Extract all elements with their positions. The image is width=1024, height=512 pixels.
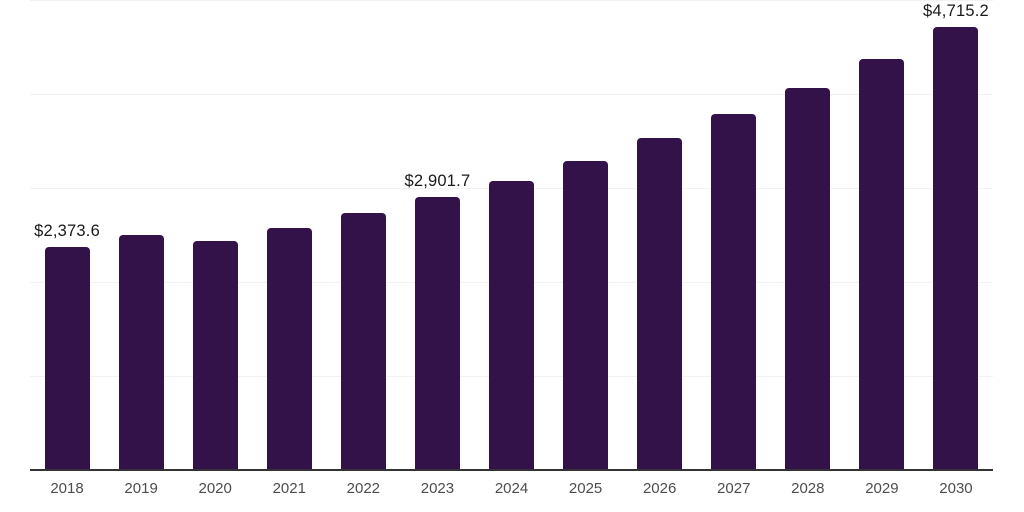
bar-2025[interactable] xyxy=(563,160,609,470)
bar-2019[interactable] xyxy=(118,235,164,470)
bar-slot xyxy=(771,0,845,470)
bar-2030[interactable] xyxy=(933,26,979,470)
x-tick-label-2021: 2021 xyxy=(272,480,306,497)
x-tick-label-2019: 2019 xyxy=(124,480,158,497)
x-axis-line xyxy=(30,469,993,471)
bar-slot xyxy=(549,0,623,470)
gridline xyxy=(30,0,993,1)
x-tick-label-2029: 2029 xyxy=(865,480,899,497)
bar-2023[interactable] xyxy=(414,197,460,470)
x-axis: 2018 2019 2020 2021 2022 2023 2024 2025 2026 2027… xyxy=(30,476,993,497)
bar-value-label: $2,373.6 xyxy=(34,221,100,240)
x-tick-label-2020: 2020 xyxy=(198,480,232,497)
x-tick-label-2018: 2018 xyxy=(50,480,84,497)
bar-2018[interactable] xyxy=(44,246,90,470)
bar-2027[interactable] xyxy=(711,113,757,470)
bar-2028[interactable] xyxy=(785,88,831,470)
bar-slot xyxy=(845,0,919,470)
x-tick-label-2026: 2026 xyxy=(642,480,677,497)
bar-2026[interactable] xyxy=(637,138,683,470)
bar-slot xyxy=(623,0,697,470)
bar-slot: $2,373.6 xyxy=(30,0,104,470)
x-tick-label-2022: 2022 xyxy=(346,480,381,497)
bar-2024[interactable] xyxy=(489,180,534,470)
x-tick-label-2028: 2028 xyxy=(791,480,825,497)
bar-slot xyxy=(474,0,548,470)
bar-slot xyxy=(178,0,252,470)
x-tick-label-2023: 2023 xyxy=(420,480,455,497)
bar-value-label: $2,901.7 xyxy=(404,172,471,191)
x-tick-label-2030: 2030 xyxy=(939,480,973,497)
bar-2021[interactable] xyxy=(266,228,312,470)
bar-2022[interactable] xyxy=(340,213,386,470)
gridline xyxy=(30,94,993,95)
bar-series: $2,373.6 $2,901.7 $4,715.2 xyxy=(30,0,993,470)
bar-slot xyxy=(104,0,178,470)
bar-slot: $2,901.7 xyxy=(400,0,474,470)
bar-slot xyxy=(697,0,771,470)
bar-value-label: $4,715.2 xyxy=(923,1,989,20)
bar-slot xyxy=(326,0,400,470)
x-tick-label-2025: 2025 xyxy=(568,480,603,497)
bar-slot xyxy=(252,0,326,470)
bar-slot: $4,715.2 xyxy=(919,0,993,470)
plot-area: $2,373.6 $2,901.7 $4,715.2 xyxy=(30,0,993,471)
x-tick-label-2024: 2024 xyxy=(494,480,529,497)
bar-2020[interactable] xyxy=(192,241,238,470)
bar-2029[interactable] xyxy=(859,59,905,470)
x-tick-label-2027: 2027 xyxy=(717,480,751,497)
